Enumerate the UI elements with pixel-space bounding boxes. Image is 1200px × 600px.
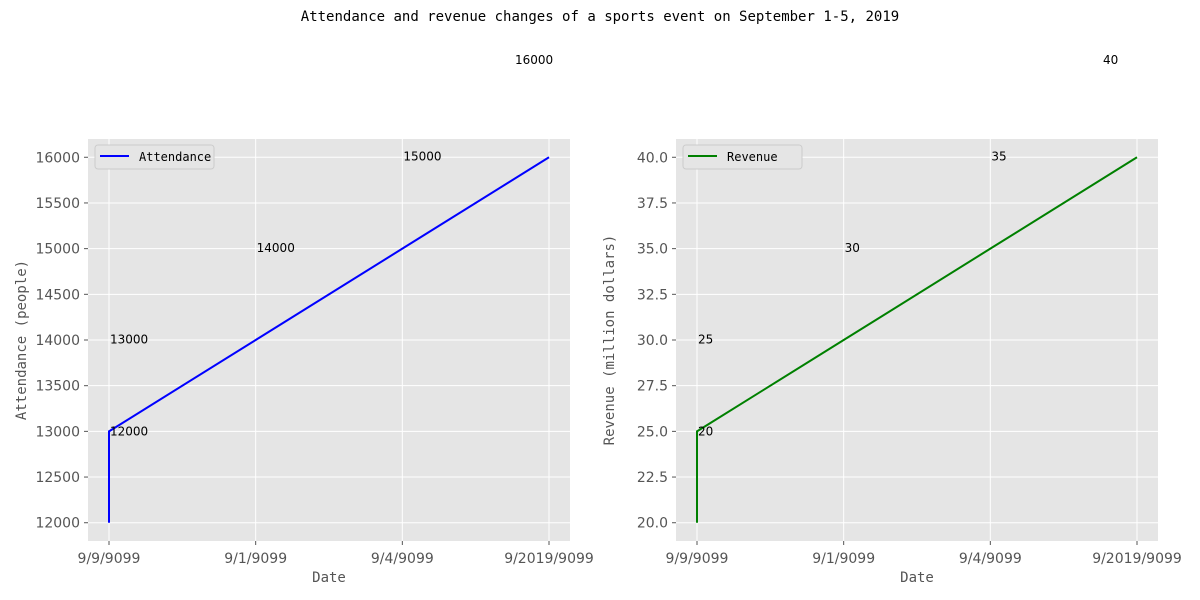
y-tick-label: 37.5 <box>637 196 668 212</box>
y-tick-label: 13500 <box>35 379 80 395</box>
legend: Attendance <box>94 144 215 170</box>
data-label: 16000 <box>515 53 553 67</box>
y-axis-label: Attendance (people) <box>14 260 30 420</box>
data-label: 35 <box>991 150 1006 164</box>
y-tick-label: 25.0 <box>637 424 668 440</box>
legend-box <box>682 144 803 170</box>
x-tick-label: 9/9/9099 <box>666 551 729 567</box>
x-tick-label: 9/9/9099 <box>78 551 141 567</box>
figure-title: Attendance and revenue changes of a spor… <box>300 9 900 25</box>
data-label: 13000 <box>110 332 148 346</box>
y-tick-label: 12000 <box>35 516 80 532</box>
y-axis-label: Revenue (million dollars) <box>602 235 618 446</box>
legend-entry: Attendance <box>139 150 211 164</box>
x-tick-label: 9/1/9099 <box>812 551 875 567</box>
y-tick-label: 32.5 <box>637 287 668 303</box>
y-tick-label: 30.0 <box>637 333 668 349</box>
chart-panel-1: 12000 12500 13000 13500 14000 14500 15000 15500… <box>14 53 594 586</box>
data-label: 15000 <box>403 150 441 164</box>
legend-entry: Revenue <box>727 150 778 164</box>
x-tick-label: 9/4/9099 <box>371 551 434 567</box>
y-tick-label: 40.0 <box>637 150 668 166</box>
data-label: 20 <box>698 424 713 438</box>
x-tick-label: 9/2019/9099 <box>1092 551 1182 567</box>
data-label: 12000 <box>110 424 148 438</box>
y-tick-label: 20.0 <box>637 516 668 532</box>
y-tick-label: 27.5 <box>637 379 668 395</box>
x-axis-label: Date <box>312 570 346 586</box>
x-tick-label: 9/2019/9099 <box>504 551 594 567</box>
y-tick-label: 12500 <box>35 470 80 486</box>
series-line <box>108 156 550 523</box>
x-tick-label: 9/1/9099 <box>224 551 287 567</box>
x-tick-label: 9/4/9099 <box>959 551 1022 567</box>
y-tick-label: 14500 <box>35 287 80 303</box>
y-tick-label: 35.0 <box>637 242 668 258</box>
data-label: 25 <box>698 332 713 346</box>
y-tick-label: 15000 <box>35 242 80 258</box>
y-tick-label: 13000 <box>35 424 80 440</box>
y-tick-label: 15500 <box>35 196 80 212</box>
x-axis-label: Date <box>900 570 934 586</box>
legend-box <box>94 144 215 170</box>
series-line <box>696 156 1138 523</box>
data-label: 14000 <box>257 241 295 255</box>
y-tick-label: 22.5 <box>637 470 668 486</box>
y-tick-label: 14000 <box>35 333 80 349</box>
y-tick-label: 16000 <box>35 150 80 166</box>
chart-panel-2: 20.0 22.5 25.0 27.5 30.0 32.5 35.0 37.5 40.0 9/9/… <box>602 53 1182 586</box>
legend: Revenue <box>682 144 803 170</box>
data-label: 30 <box>845 241 860 255</box>
data-label: 40 <box>1103 53 1118 67</box>
